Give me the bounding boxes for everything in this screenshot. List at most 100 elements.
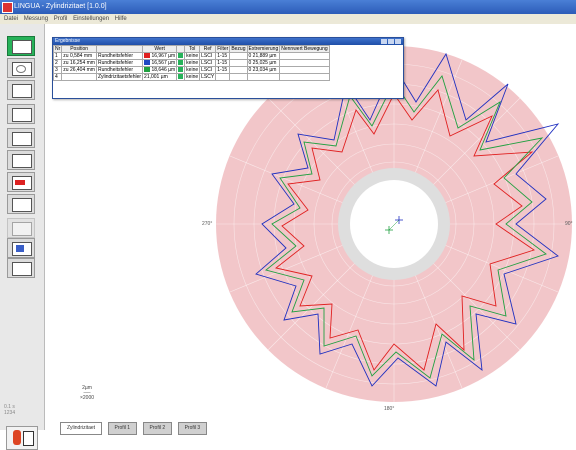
center-offset-line [388, 219, 400, 231]
table-row[interactable]: 1 zu 0,584 mm Rundheitsfehler 16,967 µm … [52, 52, 330, 60]
export-icon [12, 154, 32, 168]
menu-item-einstellungen[interactable]: Einstellungen [73, 16, 110, 22]
page-icon [23, 431, 34, 446]
tab-profil-3[interactable]: Profil 3 [177, 422, 208, 435]
cell-value: 16,567 µm [142, 59, 178, 67]
bottom-tab-strip: Zylindrizitaet Profil 1 Profil 2 Profil … [60, 416, 208, 435]
results-title: Ergebnisse [55, 38, 81, 44]
report-button[interactable] [7, 194, 35, 214]
cell-position [61, 73, 97, 81]
cell-ref: LSCI [199, 66, 217, 74]
angle-label-left: 270° [202, 221, 213, 227]
evaluation-view-button[interactable] [7, 36, 35, 56]
angle-label-right: 90° [565, 221, 573, 227]
table-row[interactable]: 3 zu 26,404 mm Rundheitsfehler 18,646 µm… [52, 66, 330, 74]
filter-button[interactable] [7, 80, 35, 100]
cell-param: Rundheitsfehler [95, 59, 144, 67]
compare-button[interactable] [7, 258, 35, 278]
compare-icon [12, 262, 32, 276]
cell-status [176, 73, 186, 81]
profile-view-button[interactable] [7, 104, 35, 124]
close-icon[interactable] [395, 39, 401, 44]
results-window[interactable]: Ergebnisse Nr Position Wert Tol Ref Filt… [52, 37, 404, 99]
settings-button[interactable] [7, 218, 35, 238]
profile-red [274, 89, 536, 371]
cell-tol: keine [184, 59, 201, 67]
minimize-icon[interactable] [381, 39, 387, 44]
menu-item-datei[interactable]: Datei [4, 16, 19, 22]
cell-extrem [246, 73, 281, 81]
left-toolbar: 0.1 s 1234 [0, 24, 45, 450]
cell-position: zu 0,584 mm [61, 52, 97, 60]
profile-blue [255, 52, 560, 387]
inner-center-disc [350, 180, 438, 268]
cell-extrem: 0 23,034 µm [246, 66, 281, 74]
cell-bezug [229, 59, 248, 67]
magnifier-icon [12, 62, 32, 76]
tab-profil-2[interactable]: Profil 2 [142, 422, 173, 435]
cell-param: Zylindrizitaetsfehler [95, 73, 144, 81]
header-nennwert: Nennwert Bewegung [279, 45, 330, 53]
print-icon [12, 132, 32, 146]
record-icon [12, 176, 32, 190]
menu-item-profil[interactable]: Profil [53, 16, 68, 22]
ok-status-icon [178, 60, 184, 66]
record-button[interactable] [7, 172, 35, 192]
cell-tol: keine [184, 73, 201, 81]
phone-icon [13, 430, 21, 445]
header-value: Wert [142, 45, 178, 53]
app-icon [2, 2, 13, 13]
angle-label-bottom: 180° [384, 406, 395, 412]
results-title-bar[interactable]: Ergebnisse [53, 38, 403, 45]
table-row[interactable]: 4 Zylindrizitaetsfehler 21,001 µm keine … [52, 73, 330, 81]
cell-value: 16,967 µm [142, 52, 178, 60]
maximize-icon[interactable] [388, 39, 394, 44]
zoom-button[interactable] [7, 58, 35, 78]
header-bezug: Bezug [229, 45, 248, 53]
header-filter: Filter [215, 45, 231, 53]
cell-nr: 1 [52, 52, 63, 60]
cell-bezug [229, 66, 248, 74]
export-button[interactable] [7, 150, 35, 170]
cell-extrem: 0 25,025 µm [246, 59, 281, 67]
print-button[interactable] [7, 128, 35, 148]
menu-bar: Datei Messung Profil Einstellungen Hilfe [0, 14, 576, 24]
header-position: Position [61, 45, 97, 53]
cell-bezug [229, 52, 248, 60]
scale-label: 2µm ── ×2000 [79, 385, 95, 401]
results-table: Nr Position Wert Tol Ref Filter Bezug Ex… [52, 45, 330, 81]
screen-icon [12, 40, 32, 54]
save-button[interactable] [7, 238, 35, 258]
polar-plot [216, 46, 572, 402]
cell-position: zu 26,404 mm [61, 66, 97, 74]
cell-filter: 1-15 [215, 59, 231, 67]
cell-nennwert [279, 73, 330, 81]
table-row[interactable]: 2 zu 16,254 mm Rundheitsfehler 16,567 µm… [52, 59, 330, 67]
results-window-controls [380, 39, 401, 47]
menu-item-hilfe[interactable]: Hilfe [114, 16, 127, 22]
tab-zylindrizitaet[interactable]: Zylindrizitaet [60, 422, 103, 435]
cell-param: Rundheitsfehler [95, 52, 144, 60]
cell-tol: keine [184, 66, 201, 74]
profile-icon [12, 108, 32, 122]
header-status [176, 45, 186, 53]
cell-value: 21,001 µm [142, 73, 178, 81]
cell-filter: 1-15 [215, 52, 231, 60]
cell-nennwert [279, 66, 330, 74]
cell-ref: LSCI [199, 52, 217, 60]
header-nr: Nr [52, 45, 63, 53]
cell-tol: keine [184, 52, 201, 60]
header-extrem: Extremierung [246, 45, 281, 53]
cell-nr: 4 [52, 73, 63, 81]
menu-item-messung[interactable]: Messung [23, 16, 49, 22]
cell-filter: 1-15 [215, 66, 231, 74]
cell-nr: 3 [52, 66, 63, 74]
tab-profil-1[interactable]: Profil 1 [107, 422, 138, 435]
save-icon [12, 242, 32, 256]
header-param [95, 45, 144, 53]
title-bar: LINGUA - Zylindrizitaet [1.0.0] [0, 0, 576, 14]
cell-nennwert [279, 59, 330, 67]
series-color-swatch [144, 60, 151, 66]
filter-icon [12, 84, 32, 98]
ok-status-icon [178, 74, 184, 80]
